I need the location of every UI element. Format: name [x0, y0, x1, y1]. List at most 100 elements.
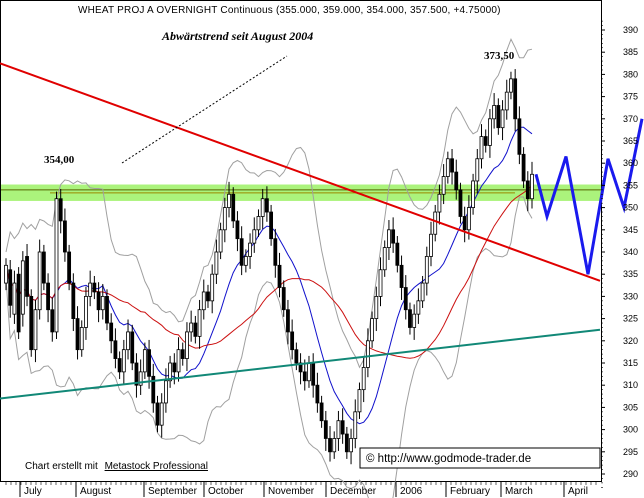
- x-axis: July August September October November Decemb…: [5, 481, 597, 497]
- candle-body: [117, 358, 122, 373]
- candle-body: [530, 173, 534, 200]
- x-month-label: November: [268, 486, 315, 497]
- candle-body: [454, 171, 459, 191]
- candle-body: [429, 233, 433, 257]
- candle-body: [391, 229, 396, 244]
- candle-body: [513, 78, 518, 120]
- candle-body: [370, 318, 374, 342]
- y-tick-label: 360: [623, 158, 638, 168]
- candle-body: [50, 309, 55, 333]
- candle-body: [488, 118, 492, 146]
- downtrend-line: [0, 62, 601, 282]
- candle-body: [344, 433, 349, 453]
- candle-body: [424, 256, 429, 284]
- support-zone: [1, 184, 601, 201]
- candle-body: [349, 438, 353, 453]
- candle-body: [54, 198, 59, 333]
- candle-body: [416, 300, 421, 315]
- candle-body: [264, 198, 269, 213]
- x-month-label: March: [505, 486, 533, 497]
- candle-body: [126, 331, 130, 351]
- candle-body: [256, 216, 261, 231]
- candle-body: [281, 287, 286, 311]
- candle-body: [67, 251, 72, 284]
- candle-body: [273, 238, 278, 266]
- candle-body: [92, 282, 97, 293]
- candle-body: [113, 340, 118, 359]
- candle-body: [365, 340, 370, 368]
- candle-body: [25, 256, 29, 297]
- y-tick-label: 385: [623, 47, 638, 57]
- candle-body: [4, 264, 8, 284]
- candle-body: [307, 362, 311, 382]
- candle-body: [58, 198, 63, 222]
- y-tick-label: 325: [623, 314, 638, 324]
- candle-body: [479, 136, 484, 160]
- candle-body: [164, 380, 168, 404]
- candle-body: [328, 438, 332, 453]
- candle-body: [8, 269, 13, 306]
- candle-body: [46, 282, 50, 311]
- candle-body: [71, 282, 76, 319]
- y-tick-label: 340: [623, 247, 638, 257]
- candle-body: [159, 402, 164, 426]
- candle-body: [84, 295, 88, 328]
- candle-body: [16, 273, 21, 333]
- y-axis: 290 295 300 305 310 315 320 325 330 335 340 345 350 3…: [601, 20, 638, 488]
- candle-body: [100, 295, 105, 311]
- candle-body: [109, 322, 114, 342]
- candlesticks: [4, 69, 534, 465]
- candle-body: [450, 158, 454, 173]
- candle-body: [176, 349, 181, 373]
- candle-body: [29, 295, 34, 351]
- candle-body: [121, 349, 126, 373]
- candle-body: [509, 78, 513, 93]
- candle-body: [248, 242, 252, 257]
- candle-body: [361, 367, 366, 391]
- candle-body: [323, 420, 328, 439]
- candle-body: [227, 193, 231, 208]
- candle-body: [193, 322, 198, 337]
- candle-body: [197, 309, 202, 337]
- candle-body: [231, 193, 236, 222]
- y-tick-label: 305: [623, 402, 638, 412]
- candle-body: [79, 327, 84, 351]
- y-tick-label: 300: [623, 425, 638, 435]
- metastock-link[interactable]: Metastock Professional: [105, 461, 208, 472]
- candle-body: [138, 371, 143, 386]
- candle-body: [420, 282, 425, 302]
- copyright-text: © http://www.godmode-trader.de: [366, 453, 531, 465]
- candle-body: [206, 291, 210, 302]
- candle-body: [387, 229, 391, 248]
- candle-body: [412, 313, 417, 328]
- candle-body: [75, 318, 80, 351]
- x-month-label: September: [148, 486, 198, 497]
- candle-body: [315, 384, 320, 404]
- y-tick-label: 320: [623, 336, 638, 346]
- candle-body: [475, 158, 480, 182]
- x-month-label: August: [80, 486, 111, 497]
- candle-body: [172, 362, 177, 373]
- candle-body: [336, 420, 341, 439]
- bollinger-upper: [5, 38, 533, 369]
- candle-body: [378, 269, 383, 297]
- y-tick-label: 310: [623, 380, 638, 390]
- candle-body: [235, 220, 240, 240]
- y-tick-label: 290: [623, 469, 638, 479]
- candle-body: [445, 158, 450, 177]
- candle-body: [332, 438, 337, 453]
- candle-body: [151, 375, 156, 404]
- candle-body: [353, 411, 358, 439]
- candle-body: [492, 105, 497, 120]
- candle-body: [63, 220, 67, 253]
- candle-body: [180, 349, 185, 359]
- candle-body: [168, 362, 173, 382]
- candle-body: [319, 402, 324, 422]
- y-tick-label: 390: [623, 25, 638, 35]
- candle-body: [20, 260, 25, 315]
- candle-body: [210, 273, 215, 302]
- candle-body: [155, 402, 160, 426]
- candle-body: [403, 287, 408, 311]
- candle-body: [37, 251, 42, 311]
- candle-body: [252, 229, 257, 244]
